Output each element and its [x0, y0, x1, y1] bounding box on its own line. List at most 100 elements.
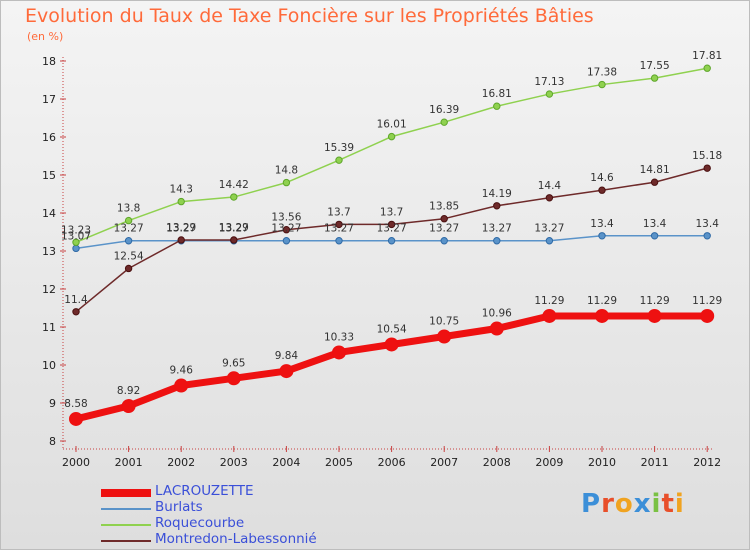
value-label-roquecourbe: 16.39: [429, 104, 459, 116]
point-lacrouzette: [226, 371, 241, 386]
x-tick-label: 2005: [325, 456, 353, 469]
y-tick-label: 14: [42, 207, 56, 220]
x-tick-label: 2007: [430, 456, 458, 469]
value-label-roquecourbe: 15.39: [324, 142, 354, 154]
point-roquecourbe: [493, 102, 501, 110]
logo-letter: o: [614, 489, 634, 519]
value-label-roquecourbe: 13.8: [117, 203, 140, 215]
y-tick-label: 15: [42, 169, 56, 182]
value-label-lacrouzette: 11.29: [692, 295, 722, 307]
value-label-lacrouzette: 8.58: [64, 398, 87, 410]
point-burlats: [493, 237, 501, 245]
point-roquecourbe: [72, 238, 80, 246]
point-lacrouzette: [647, 308, 662, 323]
x-tick-label: 2004: [272, 456, 300, 469]
value-label-roquecourbe: 17.13: [534, 76, 564, 88]
value-label-roquecourbe: 17.55: [640, 60, 670, 72]
point-burlats: [440, 237, 448, 245]
value-label-roquecourbe: 17.81: [692, 50, 722, 62]
value-label-lacrouzette: 11.29: [534, 295, 564, 307]
y-tick-label: 13: [42, 245, 56, 258]
point-roquecourbe: [177, 197, 185, 206]
legend-swatch: [101, 489, 151, 497]
value-label-montredon-labessonni-: 13.7: [327, 206, 350, 218]
value-label-roquecourbe: 13.23: [61, 224, 91, 236]
point-montredon-labessonni-: [72, 308, 80, 316]
y-tick-label: 12: [42, 283, 56, 296]
logo-letter: i: [651, 489, 662, 519]
point-burlats: [282, 237, 291, 245]
y-tick-label: 8: [49, 435, 56, 448]
point-roquecourbe: [545, 90, 554, 98]
value-label-burlats: 13.27: [429, 223, 459, 235]
point-montredon-labessonni-: [703, 164, 711, 172]
x-tick-label: 2003: [220, 456, 248, 469]
value-label-lacrouzette: 10.54: [377, 323, 407, 335]
point-montredon-labessonni-: [124, 264, 133, 273]
y-tick-label: 10: [42, 359, 56, 372]
value-label-lacrouzette: 9.84: [275, 350, 299, 362]
value-label-montredon-labessonni-: 14.19: [482, 188, 512, 200]
value-label-burlats: 13.27: [534, 223, 564, 235]
x-tick-label: 2009: [535, 456, 563, 469]
value-label-lacrouzette: 10.33: [324, 331, 354, 343]
point-roquecourbe: [598, 80, 606, 89]
value-label-montredon-labessonni-: 13.85: [429, 201, 459, 213]
y-tick-label: 18: [42, 55, 56, 68]
value-label-montredon-labessonni-: 13.29: [166, 222, 196, 234]
logo-letter: i: [674, 489, 685, 519]
x-tick-label: 2008: [483, 456, 511, 469]
value-label-roquecourbe: 14.8: [275, 165, 298, 177]
point-lacrouzette: [700, 308, 715, 323]
x-tick-label: 2010: [588, 456, 616, 469]
x-tick-label: 2000: [62, 456, 90, 469]
x-tick-label: 2002: [167, 456, 195, 469]
point-montredon-labessonni-: [440, 215, 448, 223]
point-roquecourbe: [335, 156, 343, 164]
legend-label: Montredon-Labessonnié: [155, 531, 317, 547]
point-montredon-labessonni-: [177, 236, 185, 244]
point-montredon-labessonni-: [230, 236, 238, 244]
point-lacrouzette: [384, 337, 399, 352]
value-label-burlats: 13.27: [271, 223, 301, 235]
point-lacrouzette: [69, 411, 83, 426]
value-label-montredon-labessonni-: 11.4: [64, 294, 88, 306]
point-lacrouzette: [174, 378, 189, 393]
value-label-burlats: 13.27: [482, 223, 512, 235]
value-label-lacrouzette: 11.29: [587, 295, 617, 307]
point-burlats: [545, 237, 554, 245]
point-roquecourbe: [650, 74, 659, 82]
legend-label: LACROUZETTE: [155, 483, 254, 499]
value-label-lacrouzette: 10.96: [482, 308, 512, 320]
point-burlats: [72, 244, 80, 253]
value-label-montredon-labessonni-: 14.4: [538, 180, 562, 192]
point-montredon-labessonni-: [598, 186, 606, 194]
value-label-lacrouzette: 9.46: [170, 365, 194, 377]
point-montredon-labessonni-: [650, 178, 659, 186]
point-lacrouzette: [542, 308, 557, 323]
axes: 8 9 10 11 12 13 14 15 16 17 18 2000 2001 2002 2003 2004…: [42, 55, 721, 469]
value-label-burlats: 13.4: [590, 218, 614, 230]
y-tick-label: 17: [42, 93, 56, 106]
point-burlats: [598, 232, 606, 240]
point-roquecourbe: [703, 64, 711, 72]
point-roquecourbe: [230, 193, 238, 201]
legend-label: Burlats: [155, 499, 203, 515]
value-label-burlats: 13.27: [114, 223, 144, 235]
point-roquecourbe: [282, 178, 291, 187]
point-lacrouzette: [279, 364, 294, 379]
proxiti-logo: Proxiti: [581, 489, 685, 519]
value-label-lacrouzette: 11.29: [640, 295, 670, 307]
logo-letter: t: [661, 489, 675, 519]
value-label-burlats: 13.4: [643, 218, 667, 230]
point-burlats: [387, 237, 396, 245]
value-label-montredon-labessonni-: 13.56: [271, 212, 301, 224]
value-label-burlats: 13.07: [61, 230, 91, 242]
value-label-montredon-labessonni-: 14.81: [640, 164, 670, 176]
point-roquecourbe: [124, 216, 133, 225]
value-label-lacrouzette: 9.65: [222, 357, 245, 369]
value-label-roquecourbe: 16.81: [482, 88, 512, 100]
value-label-montredon-labessonni-: 12.54: [114, 250, 144, 262]
